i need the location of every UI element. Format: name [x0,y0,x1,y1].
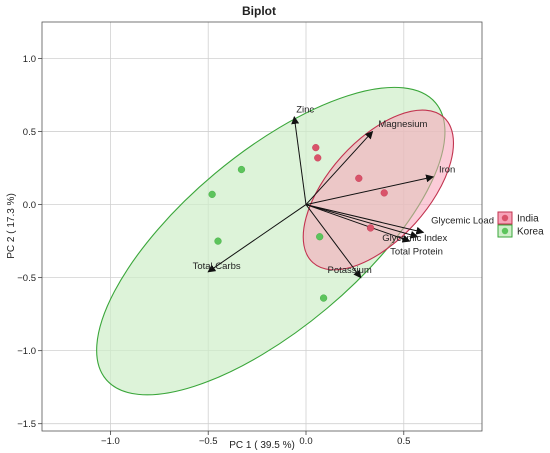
y-tick-label: 0.5 [23,127,36,138]
point-korea [214,237,222,245]
point-korea [320,294,328,302]
vector-glycemic-load [305,204,425,235]
vector-label-zinc: Zinc [296,105,314,116]
confidence-ellipses [96,86,455,396]
score-points [208,144,388,302]
plot-frame [41,21,483,432]
x-tick-label: −1.0 [101,436,120,447]
vector-label-total-carbs: Total Carbs [193,261,241,272]
x-tick-label: 0.0 [299,436,312,447]
legend-marker-korea [501,227,509,235]
point-korea [208,190,216,198]
vector-magnesium [305,130,374,205]
point-korea [237,165,246,174]
vector-label-iron: Iron [439,164,455,175]
point-india [380,189,388,197]
legend-label-korea: Korea [517,227,544,238]
legend-label-india: India [517,214,539,225]
chart-title: Biplot [242,4,276,18]
y-tick-label: −1.0 [17,346,36,357]
vector-potassium [305,204,362,279]
point-india [366,224,375,232]
vector-label-potassium: Potassium [328,265,372,276]
point-india [355,174,363,182]
point-india [312,144,320,152]
vector-label-glycemic-load: Glycemic Load [431,216,494,227]
vector-glycemic-index [305,204,419,239]
vector-zinc [291,115,307,205]
point-korea [316,233,324,241]
y-axis-label: PC 2 ( 17.3 %) [6,193,17,259]
y-tick-label: −1.5 [17,419,36,430]
point-india [314,154,322,162]
vector-label-glycemic-index: Glycemic Index [382,233,447,244]
y-tick-label: −0.5 [17,273,36,284]
legend-marker-india [501,214,509,222]
vector-total-carbs [207,204,307,273]
x-axis-label: PC 1 ( 39.5 %) [229,440,295,451]
vector-label-total-protein: Total Protein [390,246,443,257]
vector-iron [305,174,435,206]
y-tick-label: 1.0 [23,54,36,65]
x-tick-label: −0.5 [199,436,218,447]
legend: India Korea [497,211,544,238]
axis-ticks: −1.0 −0.5 0.0 0.5 1.0 0.5 0.0 −0.5 −1.0 −1.5 [17,54,410,447]
y-tick-label: 0.0 [23,200,36,211]
x-tick-label: 0.5 [397,436,410,447]
loading-vectors: Zinc Magnesium Iron Glycemic Load Glycemic I… [193,105,494,279]
vector-label-magnesium: Magnesium [378,119,427,130]
vector-total-protein [305,204,411,243]
ellipse-india [302,109,455,271]
